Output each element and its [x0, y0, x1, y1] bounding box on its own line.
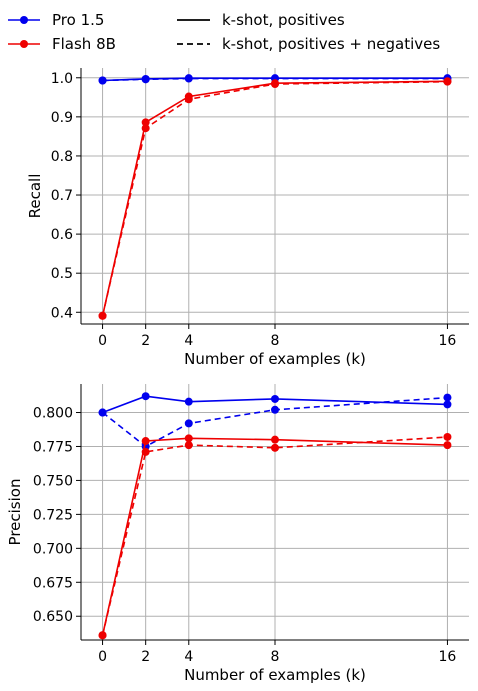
data-point-flash-8b-positives	[141, 437, 150, 446]
x-tick-label: 8	[271, 333, 280, 349]
y-tick-label: 0.775	[33, 439, 73, 455]
x-tick-label: 2	[141, 649, 150, 665]
data-point-flash-8b-positives-negatives	[141, 447, 150, 456]
data-point-flash-8b-positives-negatives	[271, 80, 279, 89]
x-tick-label: 2	[141, 333, 150, 349]
y-tick-label: 0.4	[51, 305, 73, 321]
y-tick-label: 0.800	[33, 406, 73, 422]
data-point-pro-1-5-positives-negatives	[271, 405, 279, 414]
x-tick-label: 16	[439, 333, 457, 349]
x-tick-label: 0	[98, 333, 107, 349]
legend-label-positives-negatives: k-shot, positives + negatives	[222, 35, 440, 53]
legend-marker-pro-1-5	[20, 16, 28, 24]
data-point-flash-8b-positives-negatives	[443, 432, 452, 441]
legend-entry-positives: k-shot, positives	[177, 11, 345, 29]
x-axis-title: Number of examples (k)	[184, 666, 366, 684]
data-point-flash-8b-positives	[443, 441, 452, 450]
data-point-pro-1-5-positives-negatives	[443, 393, 452, 402]
data-point-flash-8b-positives-negatives	[98, 311, 107, 320]
legend-entry-positives-negatives: k-shot, positives + negatives	[177, 35, 440, 53]
y-tick-label: 0.700	[33, 541, 73, 557]
data-point-pro-1-5-positives-negatives	[141, 75, 150, 84]
data-point-flash-8b-positives-negatives	[141, 124, 150, 133]
y-tick-label: 0.8	[51, 149, 73, 165]
legend-label-positives: k-shot, positives	[222, 11, 345, 29]
data-point-flash-8b-positives-negatives	[184, 95, 193, 104]
data-point-flash-8b-positives	[141, 118, 150, 127]
x-tick-label: 4	[184, 333, 193, 349]
data-point-flash-8b-positives-negatives	[184, 441, 193, 450]
legend-marker-flash-8b	[20, 40, 28, 48]
y-tick-label: 0.750	[33, 473, 73, 489]
y-tick-label: 0.6	[51, 227, 73, 243]
x-axis-title: Number of examples (k)	[184, 350, 366, 368]
data-point-flash-8b-positives-negatives	[443, 77, 452, 86]
y-tick-label: 0.5	[51, 266, 73, 282]
legend-label-flash-8b: Flash 8B	[52, 35, 116, 53]
legend-entry-pro-1-5: Pro 1.5	[8, 11, 104, 29]
data-point-pro-1-5-positives	[184, 397, 193, 406]
data-point-pro-1-5-positives-negatives	[98, 408, 107, 417]
x-tick-label: 16	[439, 649, 457, 665]
x-tick-label: 8	[271, 649, 280, 665]
precision-chart: 0 2 4 8 16 0.650 0.675 0.700 0.725 0.750 0.775 0.80…	[6, 384, 469, 684]
data-point-flash-8b-positives-negatives	[271, 443, 279, 452]
legend: Pro 1.5 Flash 8B k-shot, positives k-sho…	[8, 11, 440, 53]
legend-label-pro-1-5: Pro 1.5	[52, 11, 104, 29]
recall-chart: 0 2 4 8 16 0.4 0.5 0.6 0.7 0.8 0.9 1.0 Number of exa…	[26, 68, 469, 368]
x-tick-label: 4	[184, 649, 193, 665]
data-point-pro-1-5-positives	[271, 394, 279, 403]
data-point-pro-1-5-positives-negatives	[98, 76, 107, 85]
data-point-pro-1-5-positives-negatives	[184, 419, 193, 428]
y-tick-label: 0.650	[33, 609, 73, 625]
y-tick-label: 0.7	[51, 188, 73, 204]
y-tick-label: 0.9	[51, 110, 73, 126]
data-point-flash-8b-positives-negatives	[98, 631, 107, 640]
y-tick-label: 0.675	[33, 575, 73, 591]
x-tick-label: 0	[98, 649, 107, 665]
data-point-pro-1-5-positives	[141, 392, 150, 401]
data-point-flash-8b-positives	[271, 435, 279, 444]
y-axis-title: Precision	[6, 479, 24, 546]
y-axis-title: Recall	[26, 174, 44, 219]
data-point-pro-1-5-positives	[443, 400, 452, 409]
legend-entry-flash-8b: Flash 8B	[8, 35, 116, 53]
y-tick-label: 0.725	[33, 507, 73, 523]
data-point-pro-1-5-positives-negatives	[184, 74, 193, 83]
data-point-flash-8b-positives	[184, 434, 193, 443]
y-tick-label: 1.0	[51, 71, 73, 87]
